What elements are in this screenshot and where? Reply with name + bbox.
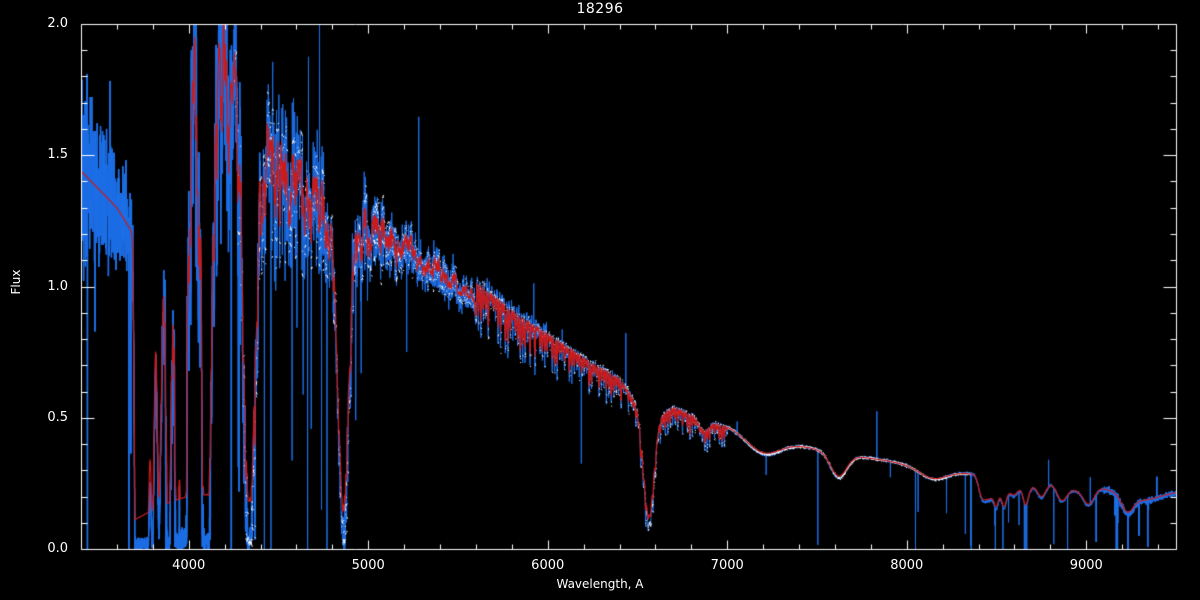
y-tick-label-0.0: 0.0 [47, 541, 68, 556]
x-tick-label-8000: 8000 [890, 558, 924, 573]
x-tick-label-6000: 6000 [531, 558, 565, 573]
page-title: 18296 [576, 1, 624, 17]
x-tick-label-4000: 4000 [172, 558, 206, 573]
x-tick-label-9000: 9000 [1069, 558, 1103, 573]
y-tick-label-1.0: 1.0 [47, 278, 68, 294]
y-tick-label-2.0: 2.0 [47, 16, 68, 31]
y-tick-label-1.5: 1.5 [47, 147, 68, 163]
y-tick-label-0.5: 0.5 [47, 409, 68, 425]
x-axis-label: Wavelength, A [556, 577, 644, 591]
x-tick-label-7000: 7000 [710, 558, 744, 573]
x-tick-label-5000: 5000 [351, 558, 385, 573]
